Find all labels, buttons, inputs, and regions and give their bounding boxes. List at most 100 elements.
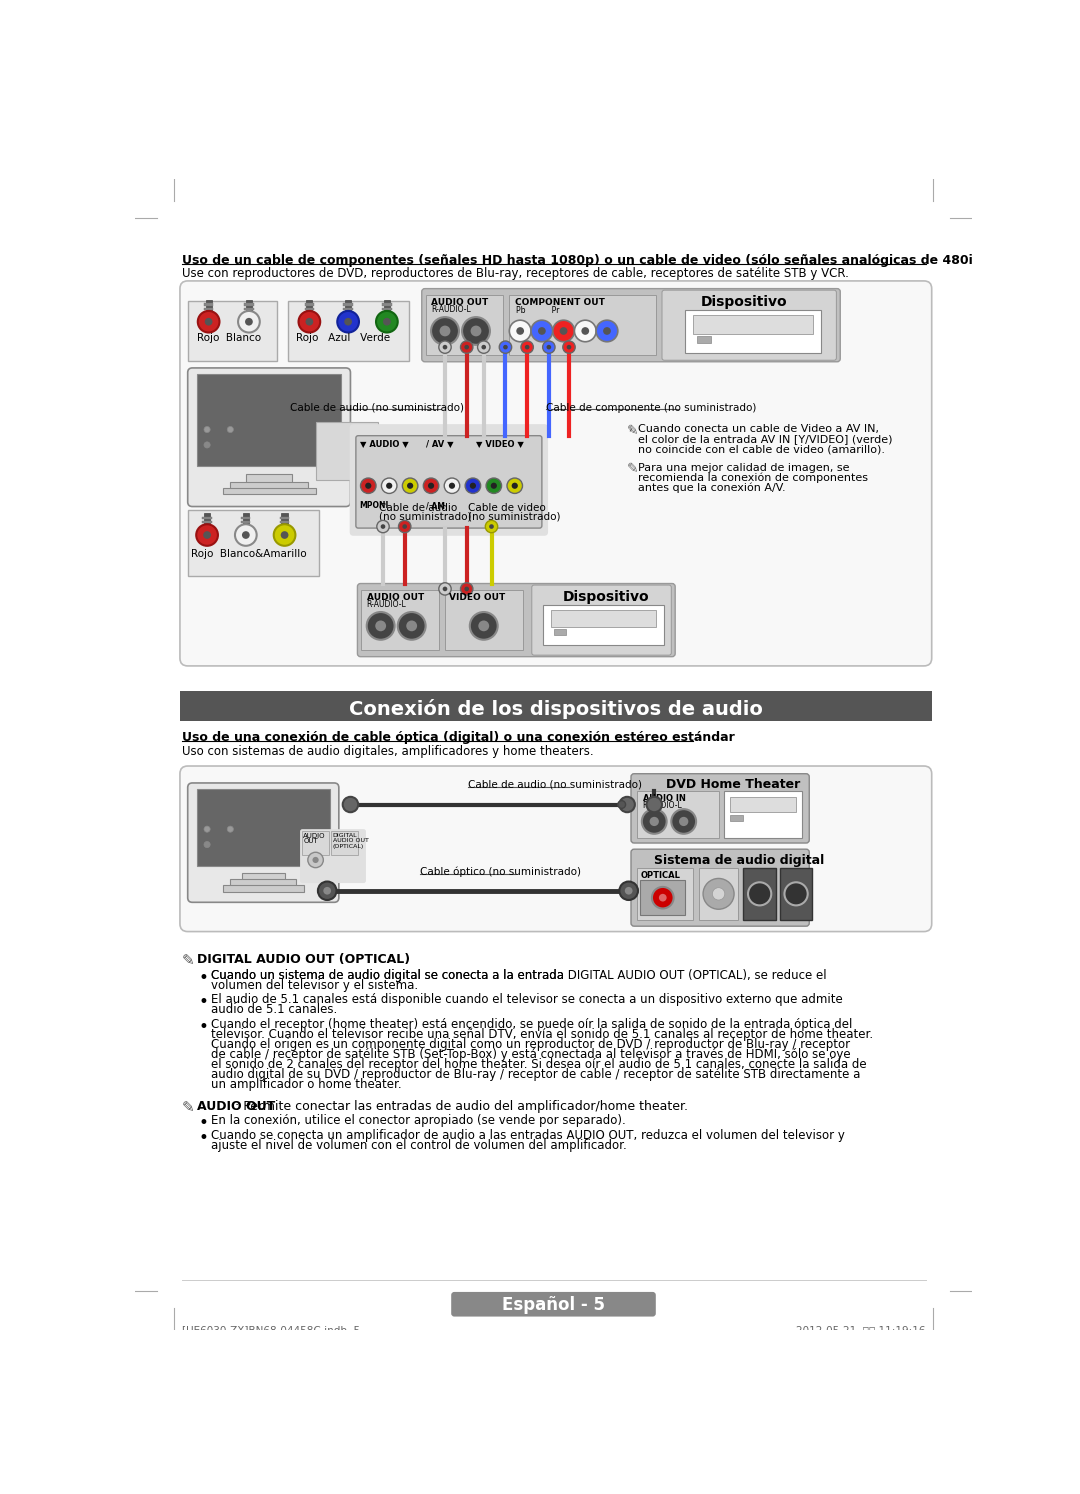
Text: Dispositivo: Dispositivo bbox=[563, 590, 649, 604]
Text: OUT: OUT bbox=[303, 838, 318, 844]
Bar bbox=[362, 590, 438, 650]
Text: Cuando el origen es un componente digital como un reproductor de DVD / reproduct: Cuando el origen es un componente digita… bbox=[211, 1038, 850, 1050]
Circle shape bbox=[377, 520, 389, 533]
Circle shape bbox=[312, 858, 319, 864]
Text: (no suministrado): (no suministrado) bbox=[469, 511, 561, 521]
Circle shape bbox=[470, 613, 498, 639]
Text: Conexión de los dispositivos de audio: Conexión de los dispositivos de audio bbox=[349, 699, 762, 719]
Text: Sistema de audio digital: Sistema de audio digital bbox=[654, 853, 824, 867]
Circle shape bbox=[713, 887, 725, 899]
Text: : Permite conectar las entradas de audio del amplificador/home theater.: : Permite conectar las entradas de audio… bbox=[235, 1100, 688, 1113]
FancyBboxPatch shape bbox=[631, 774, 809, 843]
Text: Cable de video: Cable de video bbox=[469, 502, 546, 512]
Circle shape bbox=[649, 817, 659, 826]
Circle shape bbox=[477, 341, 490, 353]
Bar bbox=[280, 521, 289, 523]
Circle shape bbox=[581, 327, 590, 335]
Circle shape bbox=[642, 810, 666, 834]
Circle shape bbox=[203, 532, 211, 539]
Text: AUDIO OUT: AUDIO OUT bbox=[431, 297, 488, 306]
FancyBboxPatch shape bbox=[531, 586, 672, 656]
Circle shape bbox=[306, 318, 313, 326]
Text: (no suministrado): (no suministrado) bbox=[379, 511, 472, 521]
Circle shape bbox=[281, 532, 288, 539]
Text: televisor. Cuando el televisor recibe una señal DTV, envía el sonido de 5.1 cana: televisor. Cuando el televisor recibe un… bbox=[211, 1028, 873, 1041]
Circle shape bbox=[399, 520, 410, 533]
Circle shape bbox=[462, 317, 490, 345]
Text: ▼ AUDIO ▼: ▼ AUDIO ▼ bbox=[360, 439, 408, 448]
Circle shape bbox=[503, 345, 508, 350]
Circle shape bbox=[376, 311, 397, 333]
Circle shape bbox=[245, 318, 253, 326]
Circle shape bbox=[546, 345, 551, 350]
Text: Uso con sistemas de audio digitales, amplificadores y home theaters.: Uso con sistemas de audio digitales, amp… bbox=[181, 746, 593, 759]
Circle shape bbox=[204, 426, 211, 433]
Circle shape bbox=[406, 620, 417, 632]
Circle shape bbox=[443, 345, 447, 350]
FancyBboxPatch shape bbox=[357, 584, 675, 657]
FancyBboxPatch shape bbox=[451, 1292, 656, 1316]
Text: el sonido de 2 canales del receptor del home theater. Si desea oír el audio de 5: el sonido de 2 canales del receptor del … bbox=[211, 1058, 866, 1071]
Bar bbox=[243, 514, 248, 530]
Circle shape bbox=[345, 318, 352, 326]
Circle shape bbox=[440, 326, 450, 336]
Bar bbox=[241, 521, 251, 523]
Circle shape bbox=[559, 327, 567, 335]
Text: Cable óptico (no suministrado): Cable óptico (no suministrado) bbox=[420, 867, 581, 877]
Text: ▼ VIDEO ▼: ▼ VIDEO ▼ bbox=[476, 439, 524, 448]
Text: audio de 5.1 canales.: audio de 5.1 canales. bbox=[211, 1002, 337, 1016]
Text: 2012-05-21  오전 11:19:16: 2012-05-21 오전 11:19:16 bbox=[796, 1325, 926, 1336]
Text: VIDEO OUT: VIDEO OUT bbox=[449, 593, 505, 602]
Circle shape bbox=[443, 587, 447, 592]
Circle shape bbox=[510, 320, 531, 342]
Circle shape bbox=[538, 327, 545, 335]
Bar bbox=[730, 796, 796, 813]
Text: / AV ▼: / AV ▼ bbox=[426, 439, 454, 448]
FancyBboxPatch shape bbox=[188, 368, 350, 506]
Circle shape bbox=[575, 320, 596, 342]
Circle shape bbox=[596, 320, 618, 342]
Bar bbox=[382, 303, 392, 306]
Text: Uso de una conexión de cable óptica (digital) o una conexión estéreo estándar: Uso de una conexión de cable óptica (dig… bbox=[181, 732, 734, 744]
Text: un amplificador o home theater.: un amplificador o home theater. bbox=[211, 1077, 402, 1091]
Circle shape bbox=[464, 587, 469, 592]
FancyBboxPatch shape bbox=[631, 849, 809, 926]
Bar bbox=[426, 294, 503, 356]
Circle shape bbox=[471, 326, 482, 336]
Text: [UE6030-ZX]BN68-04458C.indb  5: [UE6030-ZX]BN68-04458C.indb 5 bbox=[181, 1325, 360, 1336]
Circle shape bbox=[460, 583, 473, 595]
Text: (OPTICAL): (OPTICAL) bbox=[333, 844, 364, 849]
Text: Cable de audio (no suministrado): Cable de audio (no suministrado) bbox=[291, 402, 464, 412]
Circle shape bbox=[618, 801, 625, 808]
Text: DIGITAL: DIGITAL bbox=[333, 834, 357, 838]
Bar bbox=[246, 474, 293, 484]
Circle shape bbox=[318, 881, 337, 899]
Text: Español - 5: Español - 5 bbox=[502, 1295, 605, 1313]
Bar bbox=[343, 303, 353, 306]
Circle shape bbox=[273, 524, 296, 545]
Circle shape bbox=[647, 796, 662, 813]
Bar bbox=[280, 526, 289, 527]
Text: ajuste el nivel de volumen con el control de volumen del amplificador.: ajuste el nivel de volumen con el contro… bbox=[211, 1140, 626, 1152]
Text: Cuando se conecta un amplificador de audio a las entradas AUDIO OUT, reduzca el : Cuando se conecta un amplificador de aud… bbox=[211, 1129, 845, 1143]
Circle shape bbox=[542, 341, 555, 353]
Text: OPTICAL: OPTICAL bbox=[640, 871, 680, 880]
Bar bbox=[222, 886, 303, 892]
Bar bbox=[230, 483, 308, 490]
Circle shape bbox=[337, 311, 359, 333]
Bar bbox=[204, 312, 213, 315]
Text: •: • bbox=[199, 1017, 208, 1035]
Circle shape bbox=[198, 311, 219, 333]
Bar bbox=[188, 300, 276, 362]
Text: AUDIO: AUDIO bbox=[303, 834, 326, 840]
Circle shape bbox=[387, 483, 392, 489]
Circle shape bbox=[465, 478, 481, 493]
Circle shape bbox=[482, 345, 486, 350]
Bar bbox=[244, 312, 254, 315]
Text: Para una mejor calidad de imagen, se: Para una mejor calidad de imagen, se bbox=[638, 463, 850, 472]
Bar bbox=[230, 878, 296, 886]
Circle shape bbox=[242, 532, 249, 539]
Bar bbox=[197, 374, 341, 466]
Text: Rojo  Blanco&Amarillo: Rojo Blanco&Amarillo bbox=[191, 548, 307, 559]
Text: AUDIO OUT: AUDIO OUT bbox=[197, 1100, 275, 1113]
